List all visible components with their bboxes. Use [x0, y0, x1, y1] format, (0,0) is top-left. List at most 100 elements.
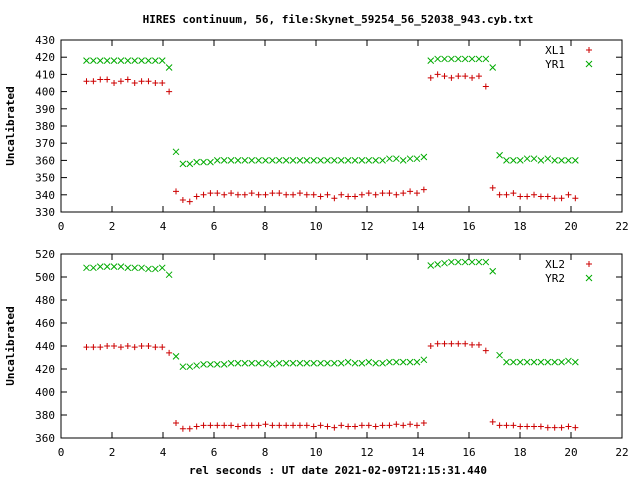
data-point-yr2 — [510, 358, 517, 366]
data-point-xl2 — [544, 424, 551, 431]
legend-marker-xl2 — [586, 261, 592, 267]
data-point-xl1 — [283, 191, 290, 198]
data-point-xl1 — [517, 193, 524, 200]
data-point-xl2 — [345, 423, 352, 430]
data-point-yr2 — [110, 263, 118, 271]
data-point-yr1 — [475, 55, 483, 63]
chart-title: HIRES continuum, 56, file:Skynet_59254_5… — [143, 13, 534, 26]
x-tick-label: 6 — [211, 446, 218, 459]
data-point-xl1 — [173, 188, 180, 195]
data-point-xl1 — [482, 83, 489, 90]
data-point-xl2 — [413, 422, 420, 429]
data-point-xl2 — [338, 422, 345, 429]
data-point-yr1 — [461, 55, 469, 63]
data-point-yr1 — [213, 157, 221, 164]
data-point-xl1 — [166, 88, 173, 95]
data-point-yr2 — [386, 358, 393, 366]
series-yr1 — [83, 55, 579, 168]
data-point-xl2 — [111, 343, 118, 349]
data-point-yr1 — [234, 157, 242, 164]
data-point-xl1 — [572, 195, 579, 202]
legend-label-yr2: YR2 — [545, 272, 565, 285]
data-point-yr1 — [331, 157, 338, 164]
data-point-xl1 — [427, 74, 434, 81]
data-point-xl2 — [310, 423, 317, 430]
data-point-xl1 — [379, 190, 386, 197]
data-point-xl1 — [131, 80, 138, 86]
data-point-xl1 — [345, 193, 352, 200]
y-tick-label: 360 — [35, 154, 55, 167]
data-point-yr1 — [131, 57, 139, 64]
data-point-xl2 — [469, 341, 476, 348]
y-tick-label: 370 — [35, 137, 55, 150]
data-point-yr1 — [200, 158, 207, 166]
data-point-yr1 — [523, 155, 531, 163]
data-point-xl2 — [386, 422, 393, 429]
data-point-yr1 — [172, 148, 180, 156]
data-point-yr2 — [399, 358, 407, 366]
data-point-yr2 — [227, 359, 235, 367]
data-point-yr1 — [193, 158, 201, 166]
x-tick-label: 22 — [615, 446, 628, 459]
data-point-xl1 — [358, 191, 365, 198]
data-point-yr2 — [523, 358, 531, 366]
data-point-yr1 — [117, 57, 125, 64]
data-point-yr1 — [255, 157, 262, 164]
data-point-yr1 — [489, 64, 497, 71]
data-point-xl1 — [207, 190, 214, 197]
data-point-yr2 — [207, 361, 214, 368]
data-point-xl2 — [117, 344, 124, 351]
data-point-yr2 — [310, 359, 318, 367]
data-point-xl2 — [441, 340, 448, 347]
data-point-yr2 — [324, 359, 331, 367]
data-point-xl1 — [90, 78, 97, 85]
data-point-yr1 — [372, 157, 380, 164]
data-point-xl2 — [551, 424, 558, 431]
data-point-xl2 — [276, 422, 283, 429]
data-point-yr2 — [482, 258, 490, 266]
data-point-xl2 — [228, 422, 235, 429]
data-point-xl2 — [352, 423, 359, 430]
data-point-yr1 — [454, 55, 462, 63]
data-point-yr2 — [131, 264, 139, 272]
data-point-xl2 — [475, 341, 482, 348]
data-point-yr2 — [138, 264, 145, 272]
data-point-xl2 — [434, 340, 441, 347]
data-point-xl2 — [317, 422, 324, 429]
series-xl2 — [83, 340, 579, 432]
data-point-yr1 — [448, 55, 455, 63]
data-point-yr2 — [565, 357, 572, 365]
series-yr2 — [83, 258, 579, 371]
data-point-xl1 — [544, 193, 551, 200]
x-axis-label: rel seconds : UT date 2021-02-09T21:15:3… — [189, 464, 487, 477]
data-point-xl2 — [427, 343, 434, 349]
data-point-xl2 — [131, 344, 138, 351]
data-point-yr2 — [145, 265, 152, 273]
data-point-yr2 — [158, 264, 166, 272]
data-point-yr1 — [158, 57, 166, 64]
y-tick-label: 500 — [35, 271, 55, 284]
data-point-xl2 — [482, 347, 489, 354]
data-point-xl2 — [379, 422, 386, 429]
data-point-yr1 — [296, 157, 304, 164]
data-point-xl2 — [303, 422, 310, 429]
data-point-yr2 — [90, 264, 97, 272]
data-point-xl1 — [276, 190, 283, 197]
x-tick-label: 20 — [564, 446, 577, 459]
x-tick-label: 12 — [360, 220, 373, 233]
data-point-yr2 — [516, 358, 524, 366]
data-point-yr2 — [200, 361, 207, 368]
data-point-yr1 — [220, 157, 228, 164]
data-point-yr1 — [565, 157, 572, 164]
data-point-yr1 — [96, 57, 104, 64]
data-point-yr2 — [365, 358, 373, 366]
data-point-xl2 — [524, 423, 531, 430]
y-tick-label: 380 — [35, 409, 55, 422]
data-point-xl1 — [138, 78, 145, 85]
data-point-xl1 — [83, 78, 90, 85]
data-point-xl1 — [186, 198, 193, 205]
x-tick-label: 8 — [262, 220, 269, 233]
data-point-xl1 — [413, 190, 420, 197]
data-point-yr2 — [537, 358, 545, 366]
